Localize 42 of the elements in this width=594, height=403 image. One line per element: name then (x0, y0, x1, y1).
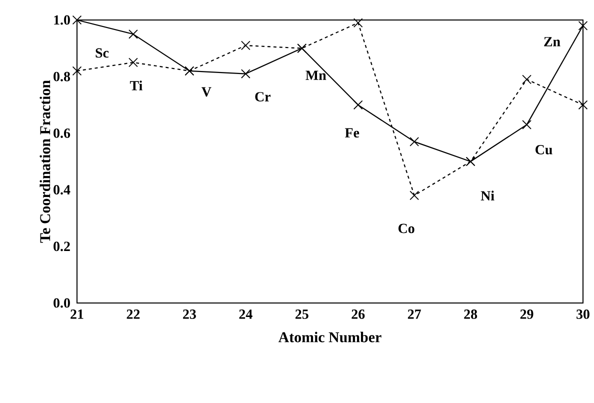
annotation: Cr (255, 92, 270, 102)
x-tick-label: 23 (183, 310, 196, 319)
annotation: V (202, 87, 212, 97)
point (240, 69, 250, 78)
point (522, 74, 532, 84)
y-tick-label: 0.6 (54, 128, 70, 138)
x-tick-label: 21 (70, 310, 84, 319)
point (353, 18, 363, 28)
annotation: Zn (544, 37, 560, 46)
point (410, 137, 420, 146)
x-tick-label: 26 (352, 310, 365, 319)
point (353, 100, 363, 110)
y-axis-title: Te Coordination Fraction (40, 80, 50, 243)
y-tick-label: 1.0 (54, 15, 70, 25)
annotation: Ni (480, 190, 494, 200)
x-axis-title: Atomic Number (278, 332, 382, 342)
annotation: Cu (536, 145, 552, 154)
point (128, 29, 138, 39)
point (578, 100, 588, 110)
annotation: Sc (96, 48, 109, 58)
x-tick-label: 22 (126, 310, 140, 319)
x-tick-label: 25 (295, 310, 308, 319)
point (72, 66, 82, 76)
y-tick-label: 0.0 (54, 298, 70, 308)
point (128, 58, 138, 68)
x-tick-label: 27 (408, 310, 421, 319)
annotation: Ti (130, 80, 142, 90)
x-tick-label: 24 (239, 310, 252, 319)
point (72, 15, 82, 25)
point (522, 120, 532, 130)
x-tick-label: 30 (576, 310, 590, 319)
point (578, 20, 588, 30)
x-tick-label: 29 (520, 310, 534, 319)
point (410, 190, 420, 200)
x-tick-label: 28 (464, 310, 478, 319)
point (240, 40, 250, 50)
y-tick-label: 0.4 (54, 185, 70, 195)
annotation: Co (398, 224, 414, 234)
y-tick-label: 0.8 (54, 72, 70, 82)
y-tick-label: 0.2 (54, 242, 70, 252)
annotation: Mn (306, 70, 326, 80)
annotation: Fe (344, 128, 360, 138)
